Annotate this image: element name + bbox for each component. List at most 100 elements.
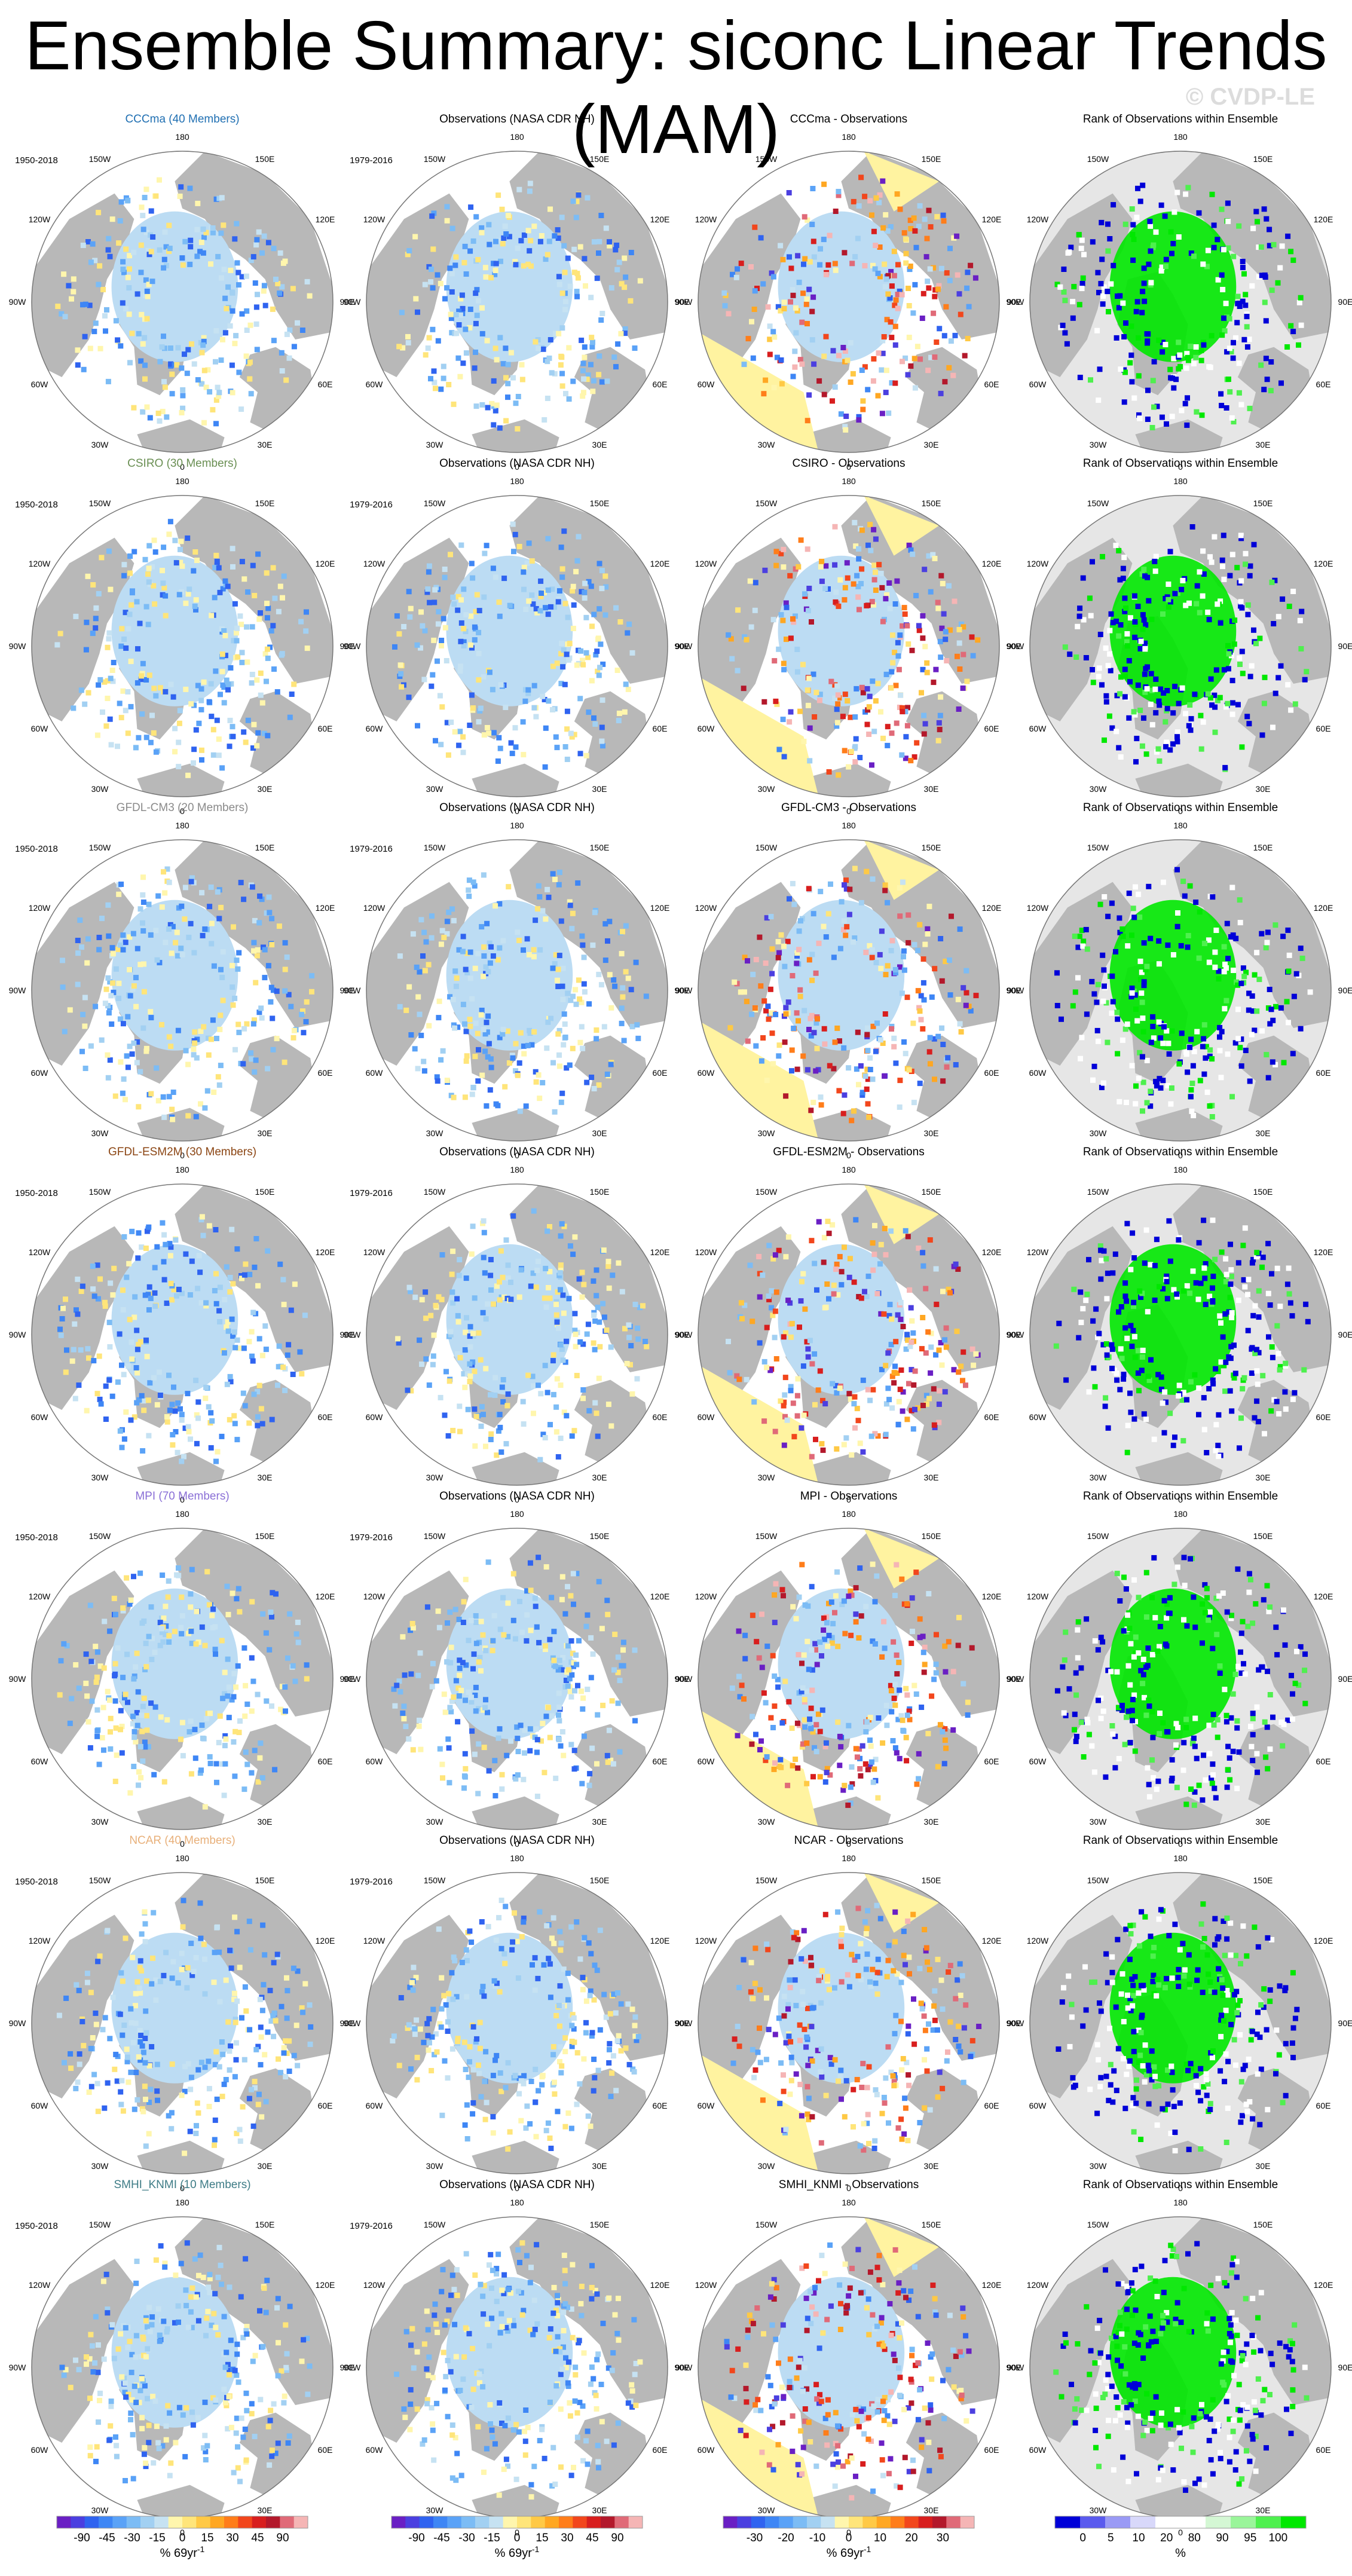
land-mass — [509, 495, 668, 684]
longitude-label: 120E — [650, 903, 670, 913]
land-mass — [137, 763, 225, 797]
map-panel-diff: 180 150E 120E 90E 60E 30E 0 30W 60W 90W 120W 150W CS… — [675, 457, 1021, 816]
longitude-label: 90W — [344, 297, 362, 307]
panel-title: Observations (NASA CDR NH) — [439, 1834, 595, 1847]
longitude-label: 180 — [1173, 1165, 1188, 1174]
longitude-label: 120W — [29, 1247, 51, 1257]
map-panel-model: 180 150E 120E 90E 60E 30E 0 30W 60W 90W 120W 150W SM… — [9, 2179, 355, 2537]
longitude-label: 150W — [89, 1187, 111, 1197]
longitude-label: 30W — [758, 784, 776, 794]
longitude-label: 180 — [1173, 132, 1188, 142]
longitude-label: 30W — [758, 2505, 776, 2515]
longitude-label: 150E — [590, 2220, 610, 2229]
longitude-label: 150W — [424, 2220, 446, 2229]
map-boundary — [31, 495, 334, 797]
longitude-label: 60E — [653, 1757, 668, 1766]
land-mass — [698, 882, 801, 1066]
panel-title: Rank of Observations within Ensemble — [1083, 457, 1278, 470]
land-mass — [32, 2259, 134, 2443]
longitude-label: 150E — [922, 1876, 941, 1885]
longitude-label: 30E — [258, 1128, 273, 1138]
colorbar-tick-label: 90 — [276, 2532, 289, 2544]
colorbar-swatch — [182, 2516, 197, 2528]
longitude-label: 150W — [755, 498, 778, 508]
longitude-label: 30W — [91, 1473, 109, 1482]
longitude-label: 30W — [91, 1817, 109, 1827]
colorbar-swatch — [489, 2516, 504, 2528]
longitude-label: 90E — [1007, 986, 1021, 995]
longitude-label: 90E — [340, 2018, 355, 2028]
longitude-label: 150E — [255, 1187, 275, 1197]
longitude-label: 60W — [31, 380, 49, 389]
longitude-label: 180 — [175, 1165, 189, 1174]
longitude-label: 150E — [255, 154, 275, 164]
colorbar-swatch — [140, 2516, 155, 2528]
longitude-label: 60E — [1316, 1412, 1331, 1422]
longitude-label: 60W — [1029, 1068, 1047, 1078]
land-mass — [1173, 495, 1331, 684]
land-mass — [841, 495, 999, 684]
colorbar-tick-label: 95 — [1244, 2532, 1256, 2544]
land-mass — [803, 1452, 891, 1485]
longitude-label: 150E — [922, 498, 941, 508]
longitude-label: 180 — [175, 132, 189, 142]
longitude-label: 150W — [424, 1876, 446, 1885]
longitude-label: 90W — [344, 2363, 362, 2372]
colorbar-tick-label: 30 — [937, 2532, 949, 2544]
colorbar-swatch — [126, 2516, 141, 2528]
map-panel-rank: 180 150E 120E 90E 60E 30E 0 30W 60W 90W 120W 150W Ra… — [1007, 2179, 1352, 2537]
longitude-label: 30W — [426, 2505, 444, 2515]
longitude-label: 150E — [922, 1531, 941, 1541]
land-mass — [509, 151, 668, 339]
longitude-label: 90W — [9, 2363, 27, 2372]
longitude-label: 150E — [922, 2220, 941, 2229]
longitude-label: 30E — [1256, 440, 1271, 449]
longitude-label: 0 — [180, 2183, 185, 2193]
longitude-label: 30W — [426, 1128, 444, 1138]
colorbar-swatch — [280, 2516, 295, 2528]
longitude-label: 0 — [515, 1839, 519, 1849]
longitude-label: 60W — [698, 724, 715, 733]
land-mass — [366, 1914, 469, 2098]
map-boundary — [366, 151, 668, 453]
longitude-label: 90E — [340, 1330, 355, 1339]
longitude-label: 90W — [9, 1330, 27, 1339]
colorbar-swatch — [1080, 2516, 1106, 2528]
longitude-label: 30E — [592, 1473, 607, 1482]
colorbar-swatch — [849, 2516, 863, 2528]
longitude-label: 150W — [1087, 154, 1109, 164]
longitude-label: 150W — [1087, 498, 1109, 508]
longitude-label: 90E — [1338, 2363, 1352, 2372]
longitude-label: 60E — [318, 1757, 333, 1766]
colorbar-swatch — [601, 2516, 615, 2528]
land-mass — [803, 419, 891, 452]
land-mass — [841, 840, 999, 1028]
longitude-label: 120E — [982, 1592, 1002, 1601]
longitude-label: 30E — [1256, 784, 1271, 794]
period-label: 1979-2016 — [350, 155, 393, 166]
map-boundary — [31, 1183, 334, 1486]
longitude-label: 150W — [1087, 2220, 1109, 2229]
longitude-label: 150E — [922, 154, 941, 164]
land-mass — [1030, 882, 1133, 1066]
longitude-label: 90W — [1007, 2018, 1025, 2028]
longitude-label: 150E — [255, 1531, 275, 1541]
colorbar-swatch — [932, 2516, 947, 2528]
land-mass — [1135, 2485, 1223, 2518]
land-mass — [137, 419, 225, 452]
longitude-label: 90E — [1338, 1330, 1352, 1339]
land-mass — [1030, 2259, 1133, 2443]
colorbar-swatch — [1281, 2516, 1307, 2528]
longitude-label: 60E — [984, 724, 999, 733]
longitude-label: 150W — [424, 843, 446, 852]
longitude-label: 120W — [1027, 215, 1049, 224]
longitude-label: 150E — [255, 843, 275, 852]
colorbar-tick-label: 0 — [514, 2532, 521, 2544]
colorbar-tick-label: -15 — [149, 2532, 165, 2544]
longitude-label: 150W — [424, 1187, 446, 1197]
period-label: 1950-2018 — [15, 844, 58, 854]
land-mass — [509, 1873, 668, 2061]
land-mass — [1135, 763, 1223, 797]
longitude-label: 120E — [650, 2280, 670, 2290]
period-label: 1979-2016 — [350, 1532, 393, 1543]
